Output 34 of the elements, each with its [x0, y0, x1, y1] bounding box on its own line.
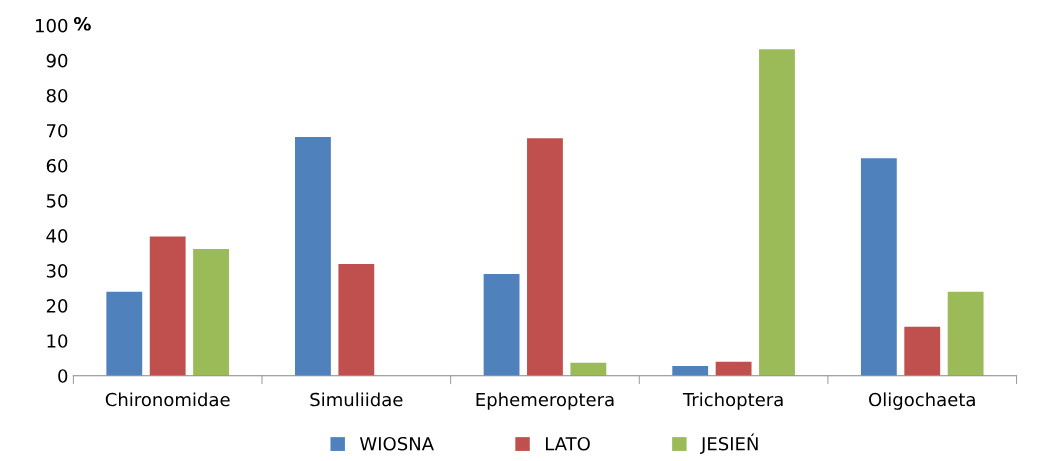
x-tick-label: Oligochaeta [869, 392, 975, 410]
bar [759, 49, 795, 376]
bar [947, 291, 984, 376]
x-tick-label: Ephemeroptera [476, 392, 614, 410]
x-tick-label: Trichoptera [682, 392, 783, 410]
y-axis-title: % [73, 16, 91, 31]
y-tick-label: 100 [36, 18, 68, 33]
y-tick-label: 40 [46, 229, 68, 243]
bar [149, 236, 186, 376]
y-tick-label: 60 [46, 158, 68, 173]
y-tick-label: 30 [46, 264, 68, 278]
legend-label: JESIEŃ [700, 433, 758, 454]
y-tick-label: 20 [46, 299, 68, 313]
y-tick-label: 90 [46, 53, 68, 68]
x-tick-label: Simuliidae [310, 392, 403, 407]
y-tick-label: 70 [47, 123, 68, 138]
bar [860, 158, 897, 376]
bar [295, 137, 331, 376]
bar [570, 362, 607, 376]
bar [106, 291, 143, 376]
y-tick-label: 50 [46, 193, 68, 208]
bar [527, 138, 563, 376]
bar [904, 326, 941, 376]
y-tick-label: 80 [46, 88, 68, 103]
bar [672, 365, 709, 376]
bar [338, 263, 375, 376]
legend-label: WIOSNA [359, 436, 434, 451]
legend-label: LATO [545, 436, 590, 451]
bar [193, 248, 229, 376]
bar [483, 274, 520, 376]
y-tick-label: 10 [47, 334, 68, 348]
bar [715, 361, 752, 376]
x-tick-label: Chironomidae [105, 392, 230, 407]
y-tick-label: 0 [58, 369, 68, 383]
